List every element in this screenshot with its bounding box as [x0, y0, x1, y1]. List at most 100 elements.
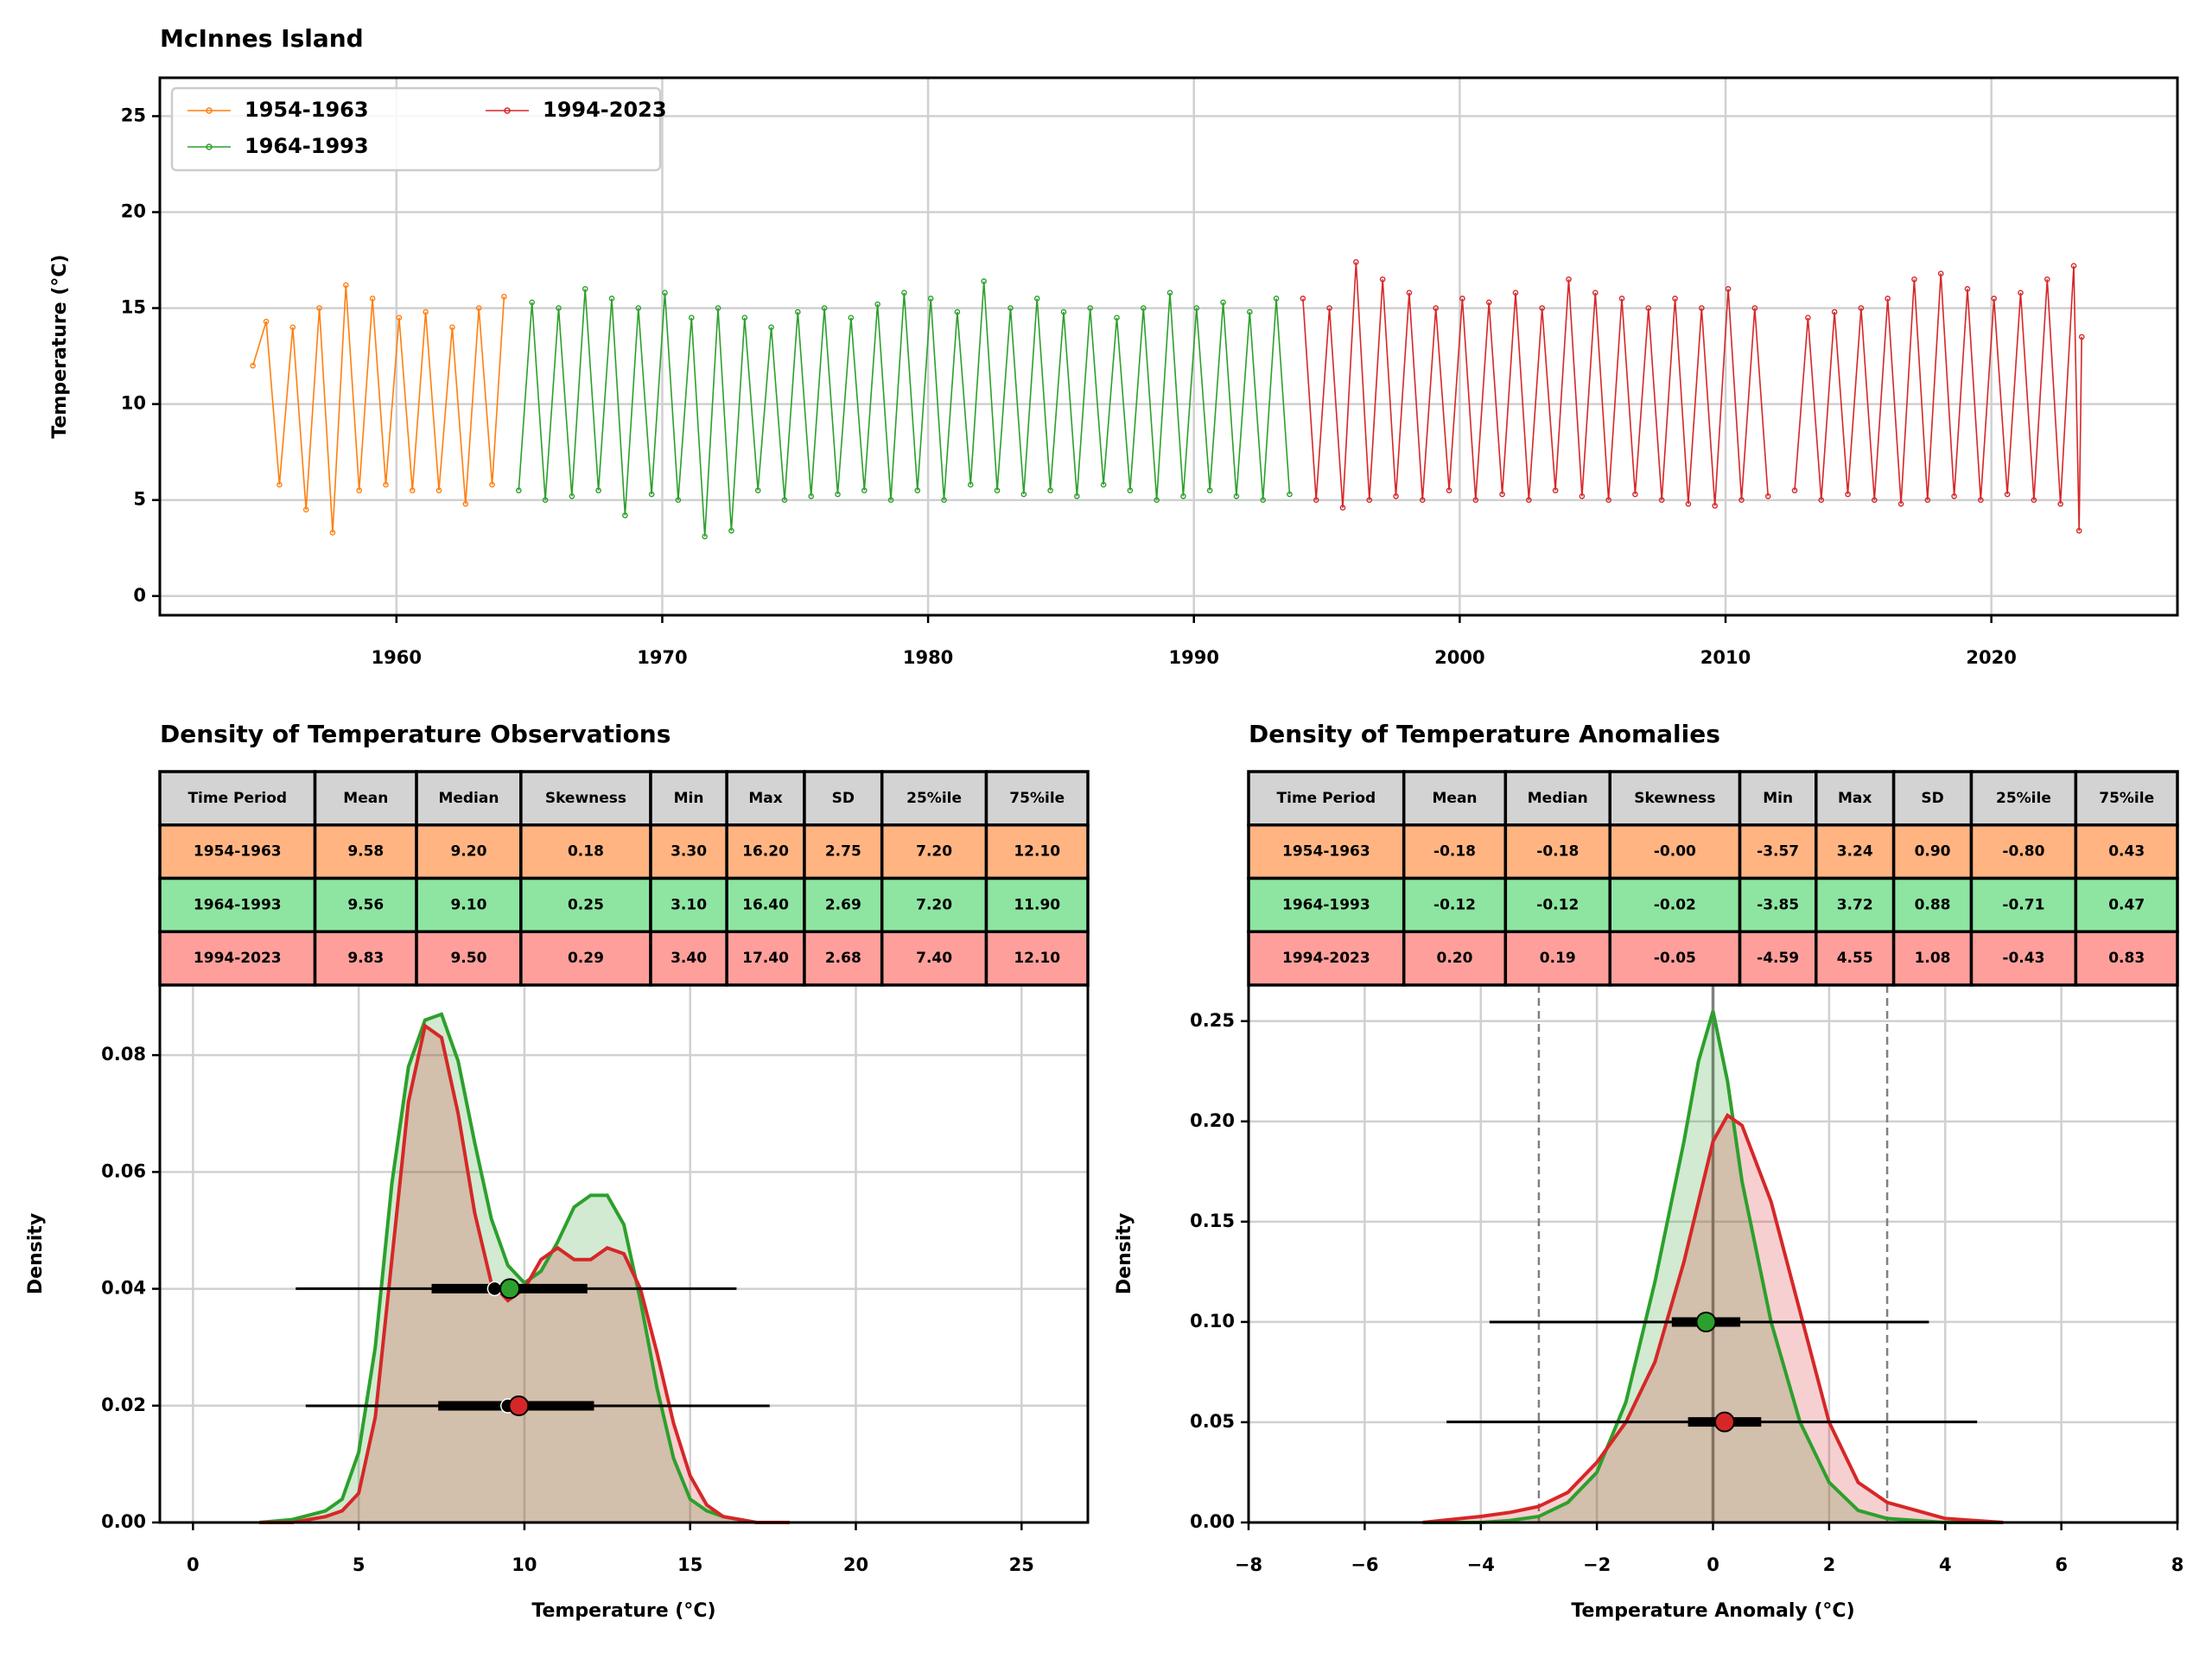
y-axis-label: Density: [1114, 1213, 1135, 1294]
table-header-text: Min: [1763, 790, 1793, 807]
data-point: [1446, 487, 1452, 493]
x-tick-label: 10: [512, 1554, 537, 1575]
y-tick-label: 25: [121, 105, 146, 125]
x-tick-label: 0: [187, 1554, 200, 1575]
data-point: [901, 289, 907, 296]
x-tick-label: −8: [1235, 1554, 1262, 1575]
data-point: [1605, 497, 1611, 504]
data-point: [1393, 493, 1399, 499]
data-point: [1978, 497, 1984, 504]
table-cell-text: 9.20: [450, 843, 486, 861]
data-point: [329, 530, 336, 536]
table-cell-text: 3.10: [671, 896, 707, 913]
chart-title: Density of Temperature Anomalies: [1249, 720, 1720, 748]
table-cell: [519, 876, 652, 933]
y-tick-label: 0.25: [1190, 1010, 1235, 1031]
data-point: [1353, 258, 1359, 265]
x-tick-label: 0: [1707, 1554, 1719, 1575]
data-point: [994, 487, 1001, 493]
table-cell-text: 7.20: [916, 896, 952, 913]
table-cell-text: 11.90: [1014, 896, 1060, 913]
data-point: [1007, 305, 1014, 311]
data-point: [821, 305, 828, 311]
table-cell-text: 1954-1963: [194, 843, 282, 861]
data-point: [2018, 289, 2024, 296]
table-cell-text: 1954-1963: [1282, 843, 1370, 861]
table-header-cell: [1503, 770, 1611, 827]
legend-label: 1964-1993: [245, 134, 369, 158]
data-point: [927, 296, 934, 302]
table-cell-text: 2.69: [825, 896, 861, 913]
table-cell: [313, 876, 418, 933]
data-point: [462, 500, 469, 507]
x-tick-label: 6: [2055, 1554, 2068, 1575]
data-point: [781, 497, 788, 504]
data-point: [250, 362, 256, 369]
x-tick-label: 1970: [637, 647, 687, 668]
table-cell: [519, 930, 652, 987]
data-point: [2078, 334, 2085, 340]
table-cell-text: 1964-1993: [1282, 896, 1370, 913]
data-point: [1991, 296, 1998, 302]
table-cell-text: 7.40: [916, 950, 952, 967]
data-point: [1937, 270, 1944, 276]
data-point: [542, 497, 549, 504]
table-cell-text: -0.12: [1433, 896, 1476, 913]
series-line: [518, 281, 1291, 537]
y-tick-label: 5: [133, 489, 146, 510]
data-point: [1672, 296, 1678, 302]
density-fill: [1422, 1011, 2004, 1522]
mean-dot: [499, 1278, 521, 1300]
table-header-cell: [158, 770, 317, 827]
legend-marker: [206, 143, 213, 150]
data-point: [1911, 276, 1917, 283]
data-point: [1127, 487, 1134, 493]
y-tick-label: 0.06: [101, 1160, 146, 1181]
mean-dot: [508, 1395, 530, 1417]
data-point: [968, 481, 974, 488]
table-header-text: Mean: [343, 790, 388, 807]
axes-frame: [1247, 983, 2179, 1524]
table-cell-text: 1964-1993: [194, 896, 282, 913]
data-point: [1645, 305, 1652, 311]
table-cell: [2074, 930, 2179, 987]
data-point: [1459, 296, 1465, 302]
table-header-text: Mean: [1433, 790, 1478, 807]
mean-dot: [1713, 1411, 1735, 1433]
table-header-text: Time Period: [188, 790, 287, 807]
table-cell-text: -0.00: [1654, 843, 1696, 861]
table-cell-text: 1994-2023: [194, 950, 282, 967]
table-cell-text: -3.85: [1757, 896, 1799, 913]
axes-frame: [158, 76, 2179, 617]
table-cell-text: 3.72: [1837, 896, 1873, 913]
y-tick-label: 0.10: [1190, 1311, 1235, 1332]
data-point: [475, 305, 482, 311]
data-point: [2044, 276, 2050, 283]
data-point: [1472, 497, 1479, 504]
table-header-text: Median: [438, 790, 499, 807]
data-point: [848, 315, 855, 321]
data-point: [1725, 286, 1732, 292]
legend-box: [170, 86, 662, 172]
data-point: [1087, 305, 1094, 311]
data-point: [595, 487, 601, 493]
table-header-text: Skewness: [545, 790, 626, 807]
data-point: [1805, 315, 1811, 321]
data-point: [728, 527, 734, 534]
table-header-cell: [984, 770, 1090, 827]
data-point: [2031, 497, 2037, 504]
table-cell-text: 9.50: [450, 950, 486, 967]
y-tick-label: 0.05: [1190, 1411, 1235, 1432]
table-cell-text: 0.29: [568, 950, 604, 967]
data-point: [1406, 289, 1413, 296]
table-cell-text: 2.75: [825, 843, 861, 861]
data-point: [2070, 263, 2077, 270]
table-cell-text: 1.08: [1915, 950, 1951, 967]
y-tick-label: 10: [121, 393, 146, 414]
data-point: [1247, 308, 1253, 315]
data-point: [289, 324, 296, 331]
table-cell-text: -3.57: [1757, 843, 1799, 861]
table-cell: [1815, 876, 1896, 933]
data-point: [556, 305, 562, 311]
table-cell-text: 2.68: [825, 950, 861, 967]
